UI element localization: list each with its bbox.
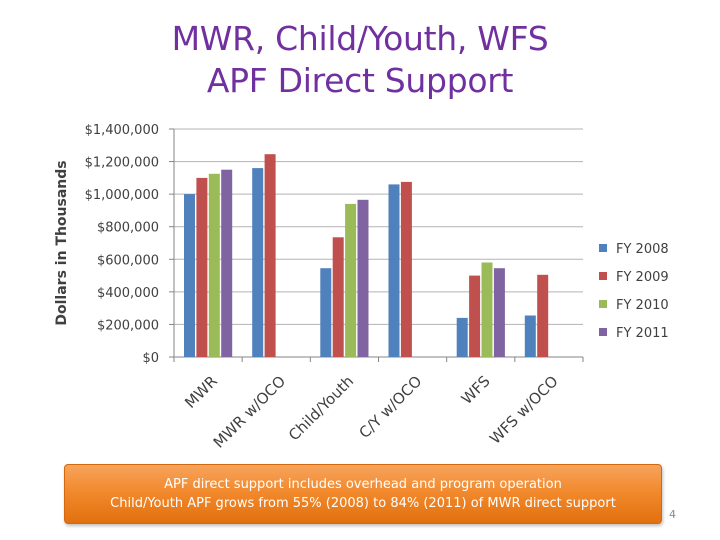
- bar-fy-2010-2: [345, 203, 357, 357]
- x-category-label-2: Child/Youth: [285, 372, 357, 444]
- bar-fy-2010-0: [208, 173, 220, 357]
- legend-swatch-fy-2009: [599, 272, 607, 280]
- y-tick-label-1: $200,000: [97, 318, 159, 333]
- y-tick-label-6: $1,200,000: [85, 156, 159, 171]
- slide-title-line-1: MWR, Child/Youth, WFS: [171, 19, 549, 58]
- slide-title: MWR, Child/Youth, WFS APF Direct Support: [0, 18, 720, 102]
- y-tick-label-7: $1,400,000: [85, 123, 159, 138]
- bar-fy-2009-2: [332, 237, 344, 357]
- y-tick-label-0: $0: [142, 351, 159, 366]
- y-tick-label-4: $800,000: [97, 221, 159, 236]
- legend-swatch-fy-2011: [599, 328, 607, 336]
- bar-fy-2008-2: [320, 268, 332, 357]
- callout-line-2: Child/Youth APF grows from 55% (2008) to…: [110, 496, 616, 511]
- slide-title-line-2: APF Direct Support: [206, 61, 514, 100]
- bar-fy-2008-5: [524, 315, 536, 357]
- bar-fy-2008-3: [388, 184, 400, 357]
- y-tick-label-2: $400,000: [97, 286, 159, 301]
- y-tick-label-3: $600,000: [97, 253, 159, 268]
- bar-fy-2009-5: [537, 274, 549, 357]
- legend-swatch-fy-2010: [599, 300, 607, 308]
- bar-fy-2009-1: [264, 154, 276, 357]
- y-axis-title: Dollars in Thousands: [54, 160, 70, 325]
- x-category-label-3: C/Y w/OCO: [356, 372, 426, 442]
- y-tick-label-5: $1,000,000: [85, 188, 159, 203]
- legend-swatch-fy-2008: [599, 244, 607, 252]
- x-category-label-1: MWR w/OCO: [210, 372, 289, 451]
- x-category-label-0: MWR: [181, 372, 221, 412]
- bar-fy-2010-4: [481, 262, 493, 357]
- callout-line-1: APF direct support includes overhead and…: [164, 477, 562, 492]
- bar-fy-2009-3: [400, 181, 412, 357]
- legend-label-fy-2008: FY 2008: [616, 242, 669, 257]
- legend-label-fy-2009: FY 2009: [616, 270, 669, 285]
- bar-fy-2008-0: [184, 194, 195, 357]
- x-category-label-5: WFS w/OCO: [486, 372, 562, 448]
- bar-fy-2008-1: [252, 168, 264, 357]
- bar-fy-2011-2: [357, 199, 369, 357]
- bar-fy-2009-4: [469, 275, 481, 357]
- x-category-label-4: WFS: [458, 372, 494, 408]
- bar-fy-2009-0: [196, 177, 208, 357]
- bar-fy-2011-4: [493, 268, 505, 357]
- bar-fy-2011-0: [221, 169, 233, 357]
- legend-label-fy-2011: FY 2011: [616, 326, 669, 341]
- callout-box: APF direct support includes overhead and…: [64, 464, 662, 524]
- page-number: 4: [669, 508, 676, 521]
- legend-label-fy-2010: FY 2010: [616, 298, 669, 313]
- bar-fy-2008-4: [456, 317, 468, 357]
